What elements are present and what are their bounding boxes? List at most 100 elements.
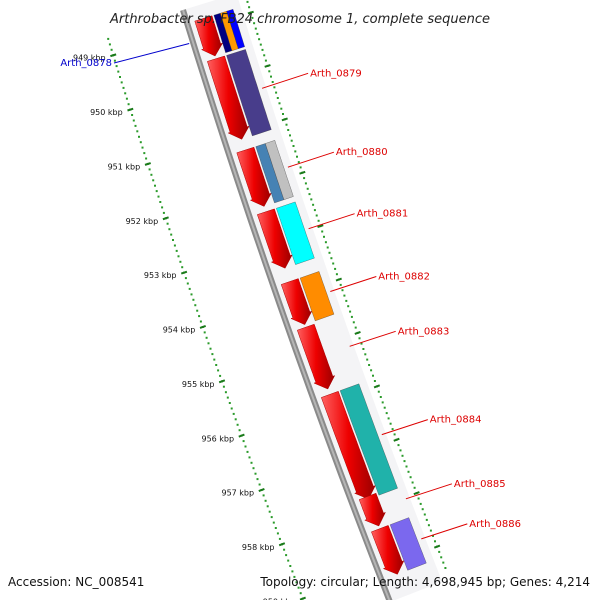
cog-band-arth_0880 xyxy=(265,140,294,200)
cog-track xyxy=(213,9,427,571)
outer-ruler-dot xyxy=(354,326,357,329)
outer-ruler-dot xyxy=(411,481,414,484)
outer-ruler-dot xyxy=(258,38,261,41)
gene-label-arth_0879: Arth_0879 xyxy=(310,68,362,79)
summary-text: Topology: circular; Length: 4,698,945 bp… xyxy=(259,575,590,589)
scale-tick xyxy=(144,162,151,166)
ruler-dot xyxy=(132,119,135,122)
ruler-dot xyxy=(238,429,241,432)
outer-ruler-dot xyxy=(345,299,348,302)
outer-ruler-dot xyxy=(246,0,249,3)
outer-ruler-dot xyxy=(440,556,443,559)
outer-ruler-dot xyxy=(399,449,402,452)
cds-arrow-arth_0882 xyxy=(280,278,313,325)
outer-ruler-dot xyxy=(294,150,297,153)
ruler-dot xyxy=(136,130,139,133)
gene-label-arth_0880: Arth_0880 xyxy=(336,147,388,158)
ruler-dot xyxy=(254,472,257,475)
ruler-dot xyxy=(264,499,267,502)
ruler-dot xyxy=(268,510,271,513)
outer-ruler-dot xyxy=(273,86,276,89)
outer-ruler-dot xyxy=(419,502,422,505)
ruler-dot xyxy=(258,483,261,486)
outer-ruler-dot xyxy=(373,380,376,382)
ruler-dot xyxy=(168,228,171,231)
outer-ruler-dot xyxy=(248,6,251,9)
outer-ruler-dot xyxy=(328,251,331,254)
outer-ruler-dot xyxy=(413,486,416,489)
outer-scale-tick xyxy=(393,437,400,442)
ruler-dot xyxy=(138,135,140,138)
ruler-dot xyxy=(211,353,214,356)
scale-tick-label: 956 kbp xyxy=(201,434,234,443)
ruler-dot xyxy=(141,146,144,149)
outer-ruler-dot xyxy=(332,262,335,265)
gene-label-leader xyxy=(405,483,453,500)
outer-ruler-dot xyxy=(308,193,311,196)
ruler-dot xyxy=(250,461,253,464)
outer-ruler-dot xyxy=(397,444,400,447)
outer-ruler-dot xyxy=(256,32,259,35)
outer-ruler-dot xyxy=(268,70,271,73)
ruler-dot xyxy=(161,206,164,209)
cds-arrow-arth_0884 xyxy=(320,390,376,500)
ruler-dot xyxy=(287,559,290,562)
ruler-dot xyxy=(219,374,222,377)
ruler-dot xyxy=(299,592,302,595)
outer-ruler-dot xyxy=(429,529,432,532)
ruler-dot xyxy=(192,298,195,301)
ruler-dot xyxy=(278,537,281,540)
ruler-dot xyxy=(143,152,146,155)
outer-ruler-dot xyxy=(427,524,430,527)
ruler-dot xyxy=(184,277,187,280)
cds-arrow-arth_0886 xyxy=(371,525,405,575)
outer-ruler-dot xyxy=(391,428,394,431)
outer-ruler-dot xyxy=(383,406,386,409)
ruler-dot xyxy=(115,65,118,68)
ruler-dot xyxy=(266,505,269,508)
cds-arrow-arth_0879 xyxy=(207,55,250,140)
ruler-dot xyxy=(145,157,148,160)
gene-label-leader xyxy=(287,151,335,168)
ruler-dot xyxy=(272,521,275,524)
ruler-dot xyxy=(175,249,178,252)
outer-ruler-dot xyxy=(438,550,441,553)
outer-scale-tick xyxy=(433,544,441,549)
ruler-dot xyxy=(291,570,294,573)
gene-label-arth_0885: Arth_0885 xyxy=(454,479,506,490)
outer-scale-tick xyxy=(299,170,306,175)
map-title: Arthrobacter sp. FB24 chromosome 1, comp… xyxy=(109,12,490,27)
outer-ruler-dot xyxy=(368,364,371,366)
outer-ruler-dot xyxy=(289,134,291,137)
cds-track xyxy=(194,15,405,575)
outer-ruler-dot xyxy=(313,209,316,212)
ruler-dot xyxy=(157,195,160,198)
outer-ruler-dot xyxy=(303,177,306,180)
ruler-dot xyxy=(222,385,225,388)
outer-ruler-dot xyxy=(379,396,382,398)
outer-ruler-dot xyxy=(312,203,315,206)
ruler-dot xyxy=(228,402,231,404)
outer-ruler-dot xyxy=(278,102,281,105)
ruler-dot xyxy=(285,554,288,557)
cog-band-arth_0886 xyxy=(389,517,427,571)
ruler-dot xyxy=(242,440,245,443)
outer-ruler-dot xyxy=(270,75,272,78)
scale-tick xyxy=(278,542,286,547)
outer-ruler-dot xyxy=(296,155,298,158)
outer-scale-tick xyxy=(413,491,420,496)
gene-label-leader xyxy=(421,523,468,540)
gene-label-arth_0882: Arth_0882 xyxy=(378,272,430,283)
ruler-dot xyxy=(256,478,259,481)
outer-scale-tick xyxy=(317,224,324,229)
outer-ruler-dot xyxy=(393,433,396,436)
cog-band-arth_0881 xyxy=(276,201,315,265)
outer-ruler-dot xyxy=(290,139,293,142)
ruler-dot xyxy=(232,412,235,415)
outer-ruler-dot xyxy=(362,348,365,350)
cds-arrow-arth_0885 xyxy=(358,492,386,527)
gene-label-arth_0883: Arth_0883 xyxy=(398,326,450,337)
outer-ruler-dot xyxy=(407,470,410,473)
outer-scale-tick xyxy=(264,64,271,68)
scale-tick xyxy=(218,379,226,384)
